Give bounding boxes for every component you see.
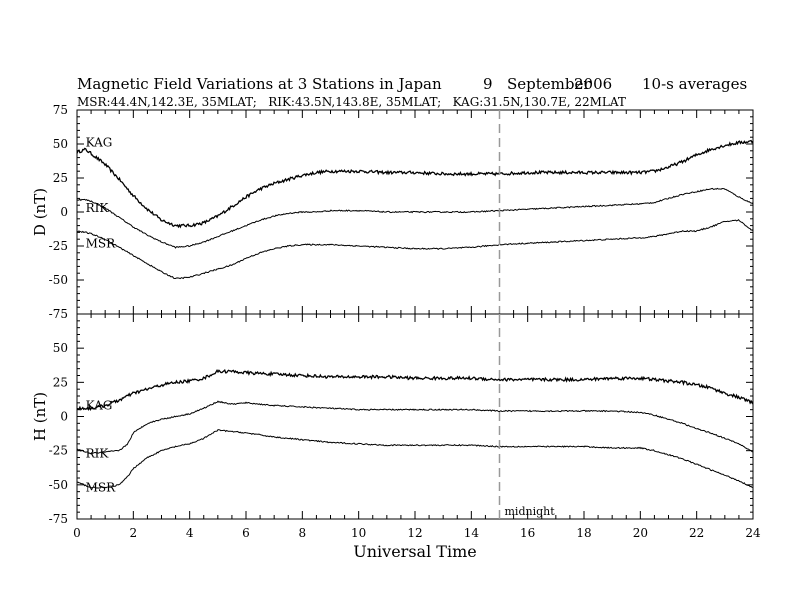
- averaging-note: 10-s averages: [642, 75, 747, 93]
- x-tick-label: 6: [242, 526, 250, 540]
- x-tick-label: 4: [186, 526, 194, 540]
- x-tick-label: 16: [520, 526, 535, 540]
- midnight-label: midnight: [505, 505, 556, 518]
- station-label-kag: KAG: [86, 399, 113, 413]
- y-tick-label: -75: [49, 512, 68, 526]
- x-tick-label: 0: [73, 526, 81, 540]
- x-tick-label: 12: [407, 526, 422, 540]
- station-label-rik: RIK: [86, 201, 110, 215]
- x-tick-label: 10: [351, 526, 366, 540]
- chart-panels: 75 50 25 0 -25 -50 -75 D (nT) KAG RIK MSR 50 25 0 -25 -…: [31, 103, 761, 561]
- station-label-msr: MSR: [86, 236, 117, 250]
- y-tick-label: -75: [49, 307, 68, 321]
- station-label-rik: RIK: [86, 446, 110, 460]
- x-axis-label: Universal Time: [353, 542, 476, 561]
- station-label-kag: KAG: [86, 136, 113, 150]
- y-tick-label: 0: [60, 410, 68, 424]
- y-tick-label: -50: [49, 478, 68, 492]
- x-tick-label: 24: [745, 526, 761, 540]
- series-kag: [76, 368, 754, 412]
- y-tick-label: -25: [49, 239, 68, 253]
- date-year: 2006: [574, 75, 612, 93]
- date-day: 9: [483, 75, 493, 93]
- y-tick-label: 25: [53, 375, 68, 389]
- y-tick-label: 75: [53, 103, 68, 117]
- y-axis-label: H (nT): [31, 392, 49, 441]
- figure-header: Magnetic Field Variations at 3 Stations …: [77, 75, 747, 109]
- y-tick-label: 50: [53, 341, 68, 355]
- x-tick-label: 8: [299, 526, 307, 540]
- series-msr: [76, 218, 754, 280]
- y-tick-label: 0: [60, 205, 68, 219]
- series-rik: [76, 187, 754, 249]
- series-rik: [76, 400, 754, 455]
- x-tick-label: 2: [130, 526, 138, 540]
- y-tick-label: -50: [49, 273, 68, 287]
- x-tick-label: 20: [633, 526, 648, 540]
- date-month: September: [507, 75, 591, 93]
- y-tick-label: -25: [49, 444, 68, 458]
- x-tick-label: 14: [464, 526, 480, 540]
- series-kag: [76, 139, 754, 229]
- y-axis-label: D (nT): [31, 188, 49, 236]
- x-tick-label: 18: [576, 526, 591, 540]
- figure-title: Magnetic Field Variations at 3 Stations …: [77, 75, 442, 93]
- y-tick-label: 25: [53, 171, 68, 185]
- panel-d: 75 50 25 0 -25 -50 -75 D (nT) KAG RIK MSR: [31, 103, 754, 321]
- x-tick-label: 22: [689, 526, 704, 540]
- station-coordinates: MSR:44.4N,142.3E, 35MLAT; RIK:43.5N,143.…: [77, 95, 626, 109]
- y-tick-label: 50: [53, 137, 68, 151]
- station-label-msr: MSR: [86, 481, 117, 495]
- series-msr: [76, 429, 754, 489]
